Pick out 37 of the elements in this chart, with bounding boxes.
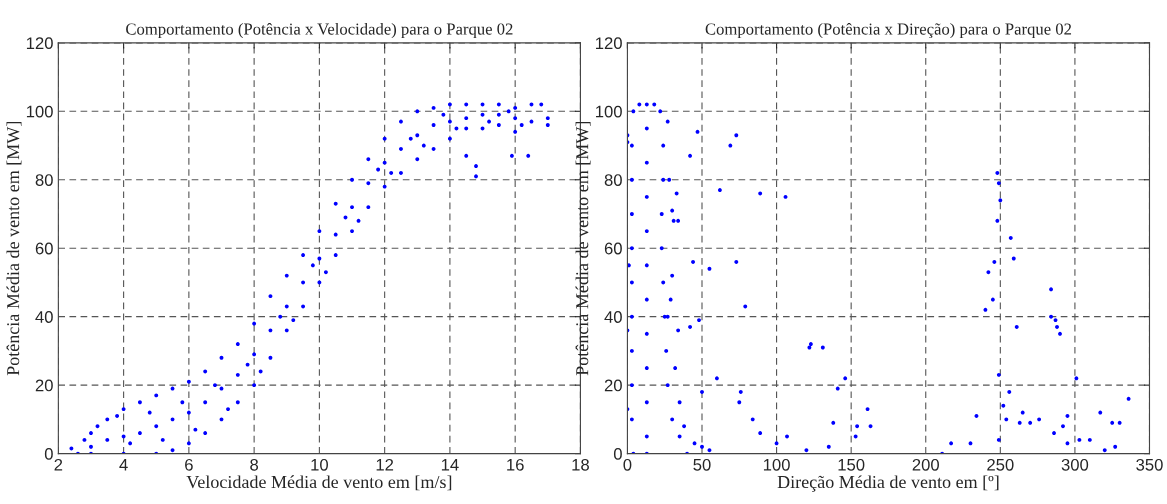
x-tick-label: 0 bbox=[623, 458, 632, 471]
x-tick-label: 200 bbox=[912, 458, 939, 471]
x-tick-label: 16 bbox=[507, 458, 524, 471]
x-tick-label: 100 bbox=[763, 458, 790, 471]
y-tick-label: 120 bbox=[596, 37, 622, 50]
x-axis-title: Velocidade Média de vento em [m/s] bbox=[186, 475, 452, 491]
y-tick-label: 20 bbox=[604, 379, 622, 392]
x-tick-label: 18 bbox=[572, 458, 589, 471]
x-tick-label: 300 bbox=[1061, 458, 1089, 471]
y-tick-label: 120 bbox=[26, 37, 53, 50]
y-axis-title: Potência Média de vento em [MW] bbox=[575, 121, 591, 376]
x-tick-label: 10 bbox=[311, 458, 329, 471]
y-tick-label: 40 bbox=[35, 311, 53, 323]
y-tick-label: 60 bbox=[35, 242, 53, 255]
y-tick-label: 100 bbox=[596, 105, 622, 118]
y-tick-label: 20 bbox=[35, 379, 53, 392]
x-tick-label: 250 bbox=[987, 458, 1014, 471]
x-tick-label: 350 bbox=[1136, 458, 1163, 471]
chart-title: Comportamento (Potência x Direção) para o Parque 02 bbox=[705, 22, 1072, 39]
y-tick-label: 40 bbox=[604, 311, 622, 323]
y-tick-label: 0 bbox=[613, 448, 622, 460]
x-tick-label: 12 bbox=[376, 458, 394, 471]
x-tick-label: 2 bbox=[54, 458, 63, 471]
x-tick-label: 4 bbox=[119, 459, 128, 471]
y-tick-label: 80 bbox=[35, 174, 53, 186]
x-axis-title: Direção Média de vento em [º] bbox=[777, 475, 999, 492]
y-tick-label: 80 bbox=[604, 174, 622, 186]
y-axis-title: Potência Média de vento em [MW] bbox=[6, 121, 22, 376]
x-tick-label: 150 bbox=[838, 458, 865, 471]
chart-title: Comportamento (Potência x Velocidade) para o Parque 02 bbox=[126, 22, 513, 39]
y-tick-label: 0 bbox=[44, 448, 53, 460]
y-tick-label: 100 bbox=[26, 105, 53, 118]
x-tick-label: 50 bbox=[693, 458, 711, 471]
y-tick-label: 60 bbox=[604, 242, 622, 255]
x-tick-label: 8 bbox=[250, 458, 259, 471]
x-tick-label: 14 bbox=[441, 459, 459, 471]
x-tick-label: 6 bbox=[185, 458, 193, 471]
